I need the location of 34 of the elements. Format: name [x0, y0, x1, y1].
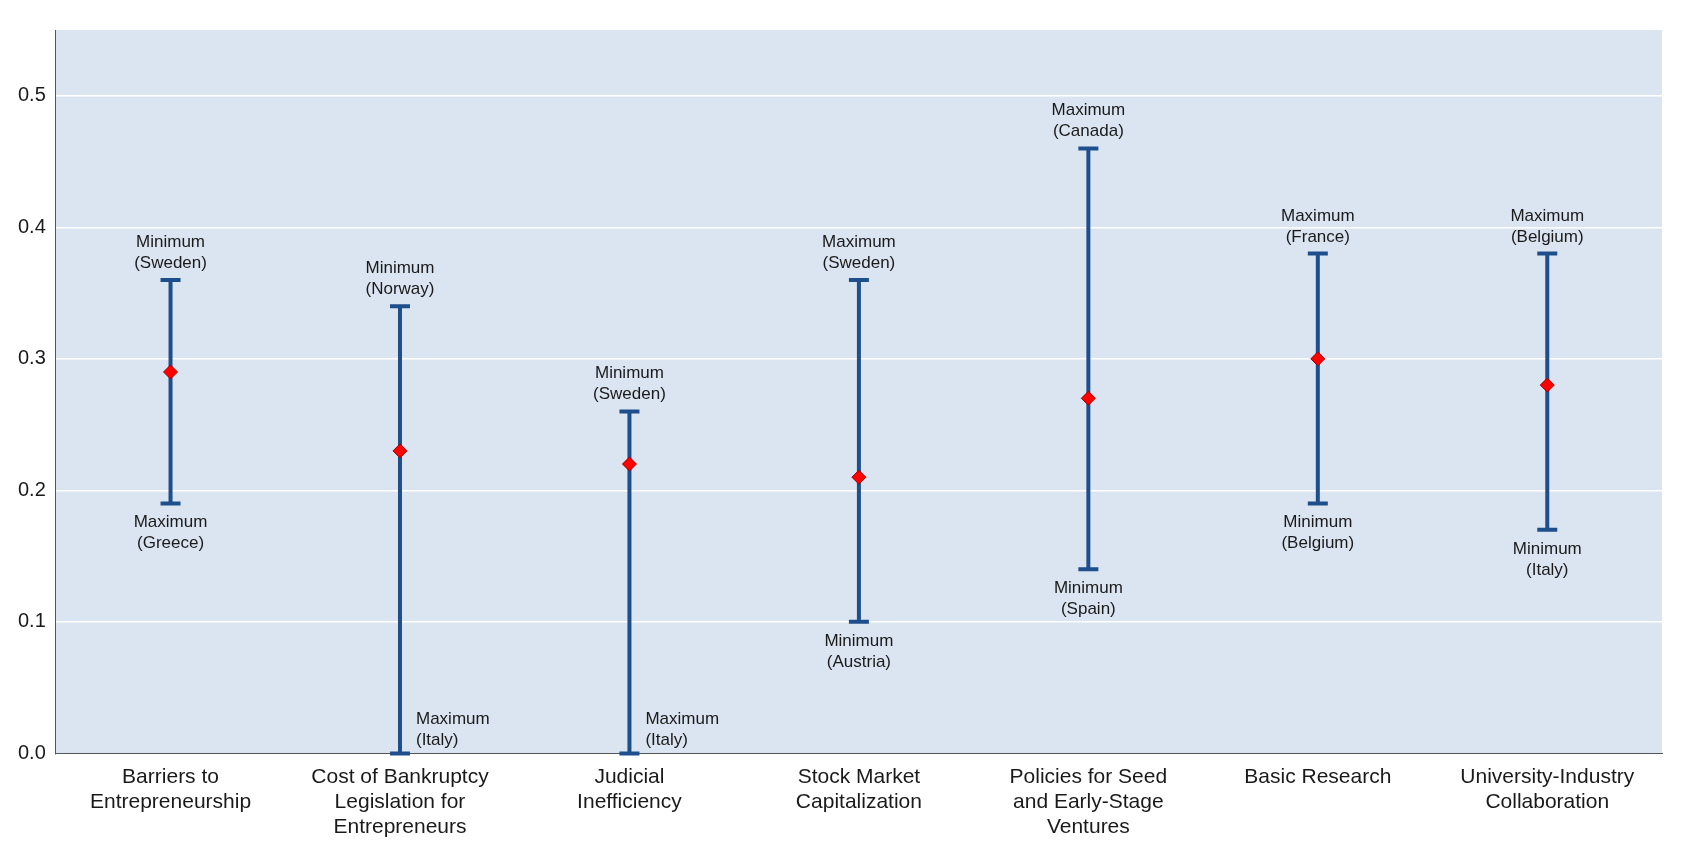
y-tick-label: 0.3 [17, 346, 46, 369]
point [163, 364, 179, 380]
x-tick-label: University-Industry Collaboration [1460, 763, 1635, 812]
annotation: Maximum (Greece) [133, 512, 208, 553]
annotation: Minimum (Sweden) [593, 363, 666, 404]
annotation: Minimum (Spain) [1053, 578, 1123, 619]
annotation: Minimum (Norway) [365, 258, 435, 299]
point [392, 443, 408, 459]
x-tick-label: Policies for Seed and Early-Stage Ventures [1009, 763, 1168, 838]
y-tick-label: 0.5 [17, 83, 46, 106]
annotation: Minimum (Belgium) [1281, 512, 1355, 553]
annotation: Maximum (Sweden) [822, 231, 896, 272]
point [851, 469, 867, 485]
x-tick-label: Barriers to Entrepreneurship [89, 763, 252, 812]
annotation: Minimum (Austria) [824, 630, 894, 671]
y-tick-label: 0.2 [17, 477, 46, 500]
y-tick-label: 0.0 [17, 740, 46, 763]
point [1310, 351, 1326, 367]
annotation: Maximum (Italy) [415, 709, 490, 750]
y-tick-label: 0.4 [17, 214, 46, 237]
point [1539, 377, 1555, 393]
annotation: Maximum (Italy) [645, 709, 720, 750]
x-tick-label: Stock Market Capitalization [795, 763, 922, 812]
annotation: Minimum (Sweden) [134, 231, 207, 272]
x-tick-label: Cost of Bankruptcy Legislation for Entrepreneurs [311, 763, 490, 838]
annotation: Maximum (Belgium) [1510, 205, 1585, 246]
point [621, 456, 637, 472]
point [1080, 390, 1096, 406]
annotation: Maximum (Canada) [1051, 100, 1126, 141]
annotation: Minimum (Italy) [1512, 538, 1582, 579]
x-tick-label: Basic Research [1244, 763, 1392, 787]
x-tick-label: Judicial Inefficiency [577, 763, 683, 812]
annotation: Maximum (France) [1280, 205, 1355, 246]
y-tick-label: 0.1 [17, 609, 46, 632]
